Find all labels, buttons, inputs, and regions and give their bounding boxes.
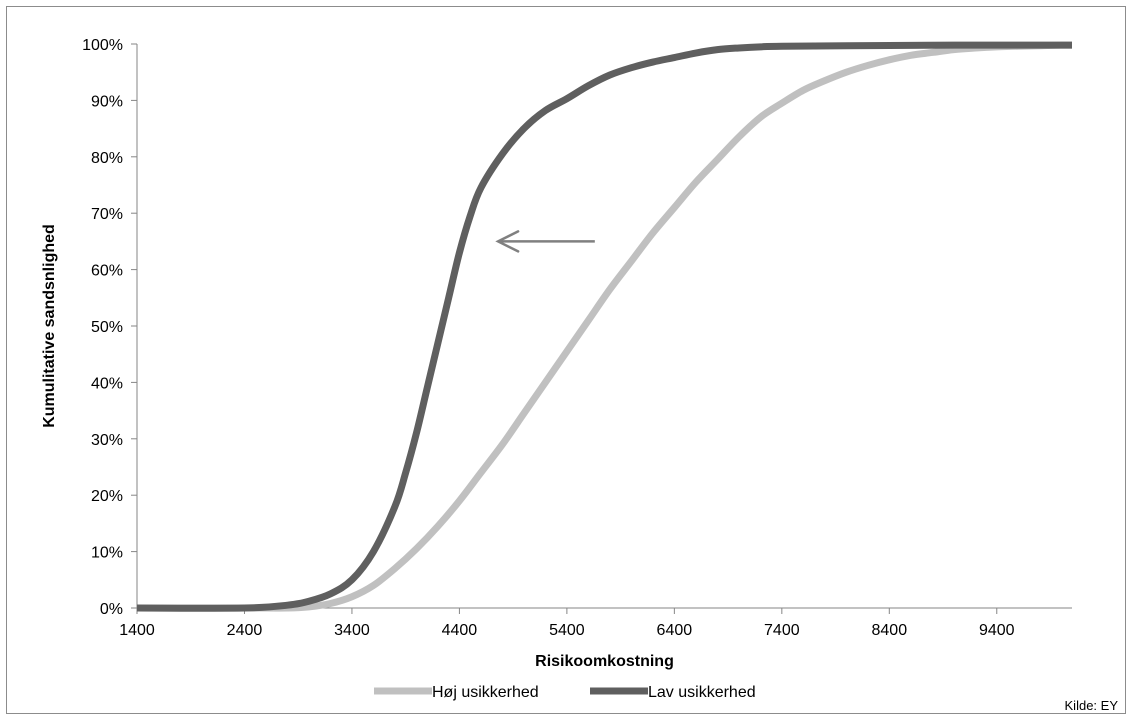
axes — [136, 44, 1072, 609]
x-tick-label: 2400 — [227, 622, 263, 639]
y-tick-label: 70% — [91, 206, 123, 223]
x-tick-label: 5400 — [549, 622, 585, 639]
y-tick-label: 40% — [91, 375, 123, 392]
x-tick-label: 1400 — [119, 622, 155, 639]
x-tick-label: 8400 — [872, 622, 908, 639]
y-tick-label: 20% — [91, 488, 123, 505]
x-tick-label: 3400 — [334, 622, 370, 639]
y-tick-label: 60% — [91, 263, 123, 280]
legend-label-hoj-usikkerhed: Høj usikkerhed — [432, 684, 539, 701]
arrow-head — [495, 230, 520, 253]
y-tick-label: 90% — [91, 93, 123, 110]
y-tick-label: 30% — [91, 432, 123, 449]
y-tick-label: 0% — [100, 601, 123, 618]
y-tick-label: 80% — [91, 150, 123, 167]
legend-label-lav-usikkerhed: Lav usikkerhed — [648, 684, 756, 701]
x-tick-label: 6400 — [657, 622, 693, 639]
x-axis-title: Risikoomkostning — [535, 653, 674, 670]
series-line-lav-usikkerhed — [136, 41, 1073, 612]
source-label: Kilde: EY — [1065, 698, 1119, 713]
y-axis-title: Kumulitative sandsnlighed — [41, 224, 58, 428]
series — [136, 41, 1073, 612]
x-tick-label: 7400 — [764, 622, 800, 639]
legend: Høj usikkerhed Lav usikkerhed — [374, 684, 756, 701]
y-tick-label: 100% — [82, 37, 123, 54]
x-tick-label: 9400 — [979, 622, 1015, 639]
series-line-hoj-usikkerhed — [136, 41, 1073, 612]
ticks: 0% 10% 20% 30% 40% 50% 60% 70% 80% 90% 100% 1400 240… — [82, 37, 1015, 639]
y-tick-label: 10% — [91, 545, 123, 562]
y-tick-label: 50% — [91, 319, 123, 336]
x-tick-label: 4400 — [442, 622, 478, 639]
chart-frame — [6, 6, 1126, 714]
annotations — [495, 230, 595, 253]
